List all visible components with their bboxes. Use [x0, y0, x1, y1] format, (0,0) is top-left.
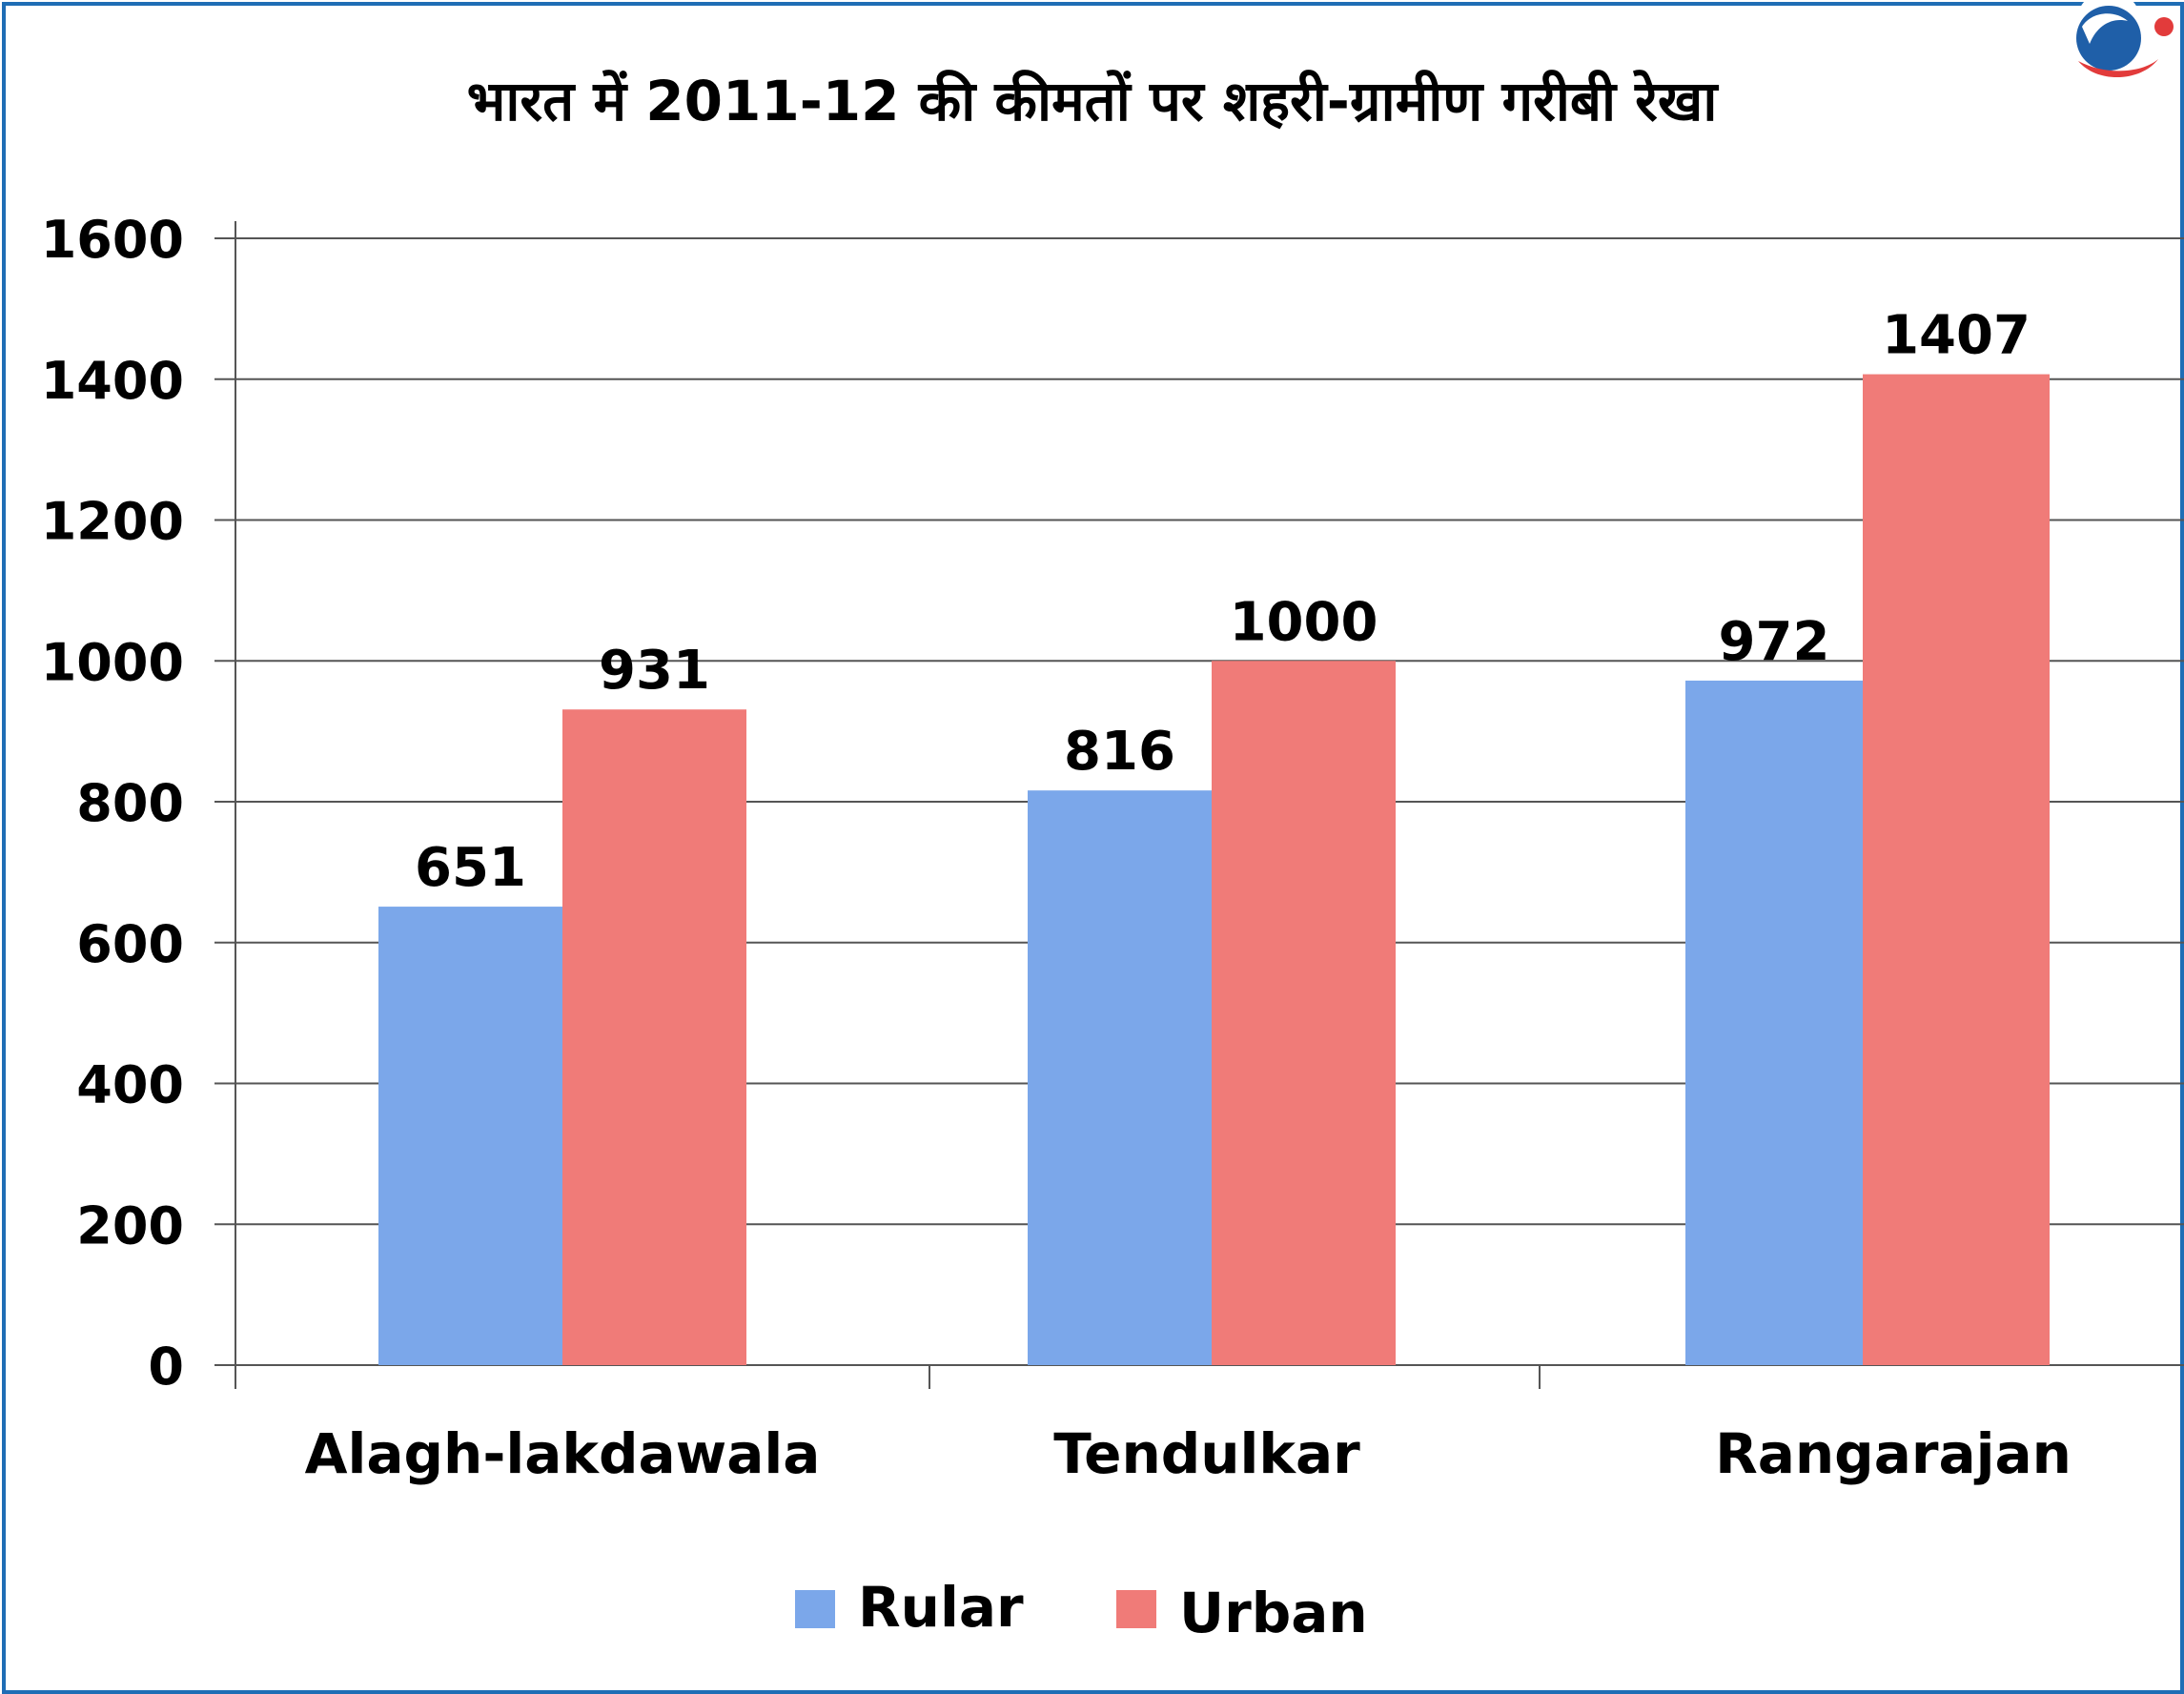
- y-tick-label: 1200: [41, 492, 184, 552]
- x-category-label: Alagh-lakdawala: [305, 1421, 821, 1486]
- legend-label-rular: Rular: [858, 1575, 1024, 1640]
- legend-swatch-rular: [795, 1590, 835, 1628]
- data-label: 816: [1064, 721, 1175, 783]
- bar-rular-1: [1028, 790, 1212, 1365]
- brand-logo-icon: [2076, 2, 2174, 78]
- bar-rular-2: [1685, 680, 1863, 1365]
- data-label: 1407: [1882, 305, 2031, 367]
- y-tick-label: 1400: [41, 351, 184, 411]
- y-tick-label: 0: [148, 1337, 184, 1397]
- bar-urban-2: [1863, 374, 2050, 1365]
- bar-urban-0: [562, 709, 746, 1365]
- data-label: 651: [415, 837, 526, 899]
- legend-swatch-urban: [1116, 1590, 1156, 1628]
- y-tick-label: 600: [76, 914, 184, 974]
- data-label: 1000: [1230, 591, 1378, 653]
- bar-urban-1: [1212, 661, 1396, 1365]
- y-tick-label: 200: [76, 1195, 184, 1255]
- data-label: 972: [1719, 611, 1830, 673]
- y-tick-label: 400: [76, 1055, 184, 1115]
- chart-title: भारत में 2011-12 की कीमतों पर शहरी-ग्राम…: [466, 69, 1718, 133]
- y-tick-label: 1600: [41, 210, 184, 270]
- y-tick-label: 1000: [41, 632, 184, 692]
- bar-rular-0: [378, 907, 562, 1365]
- legend-label-urban: Urban: [1179, 1581, 1368, 1645]
- x-category-label: Tendulkar: [1053, 1421, 1360, 1486]
- x-category-label: Rangarajan: [1715, 1421, 2072, 1486]
- y-tick-label: 800: [76, 773, 184, 833]
- data-label: 931: [599, 640, 710, 702]
